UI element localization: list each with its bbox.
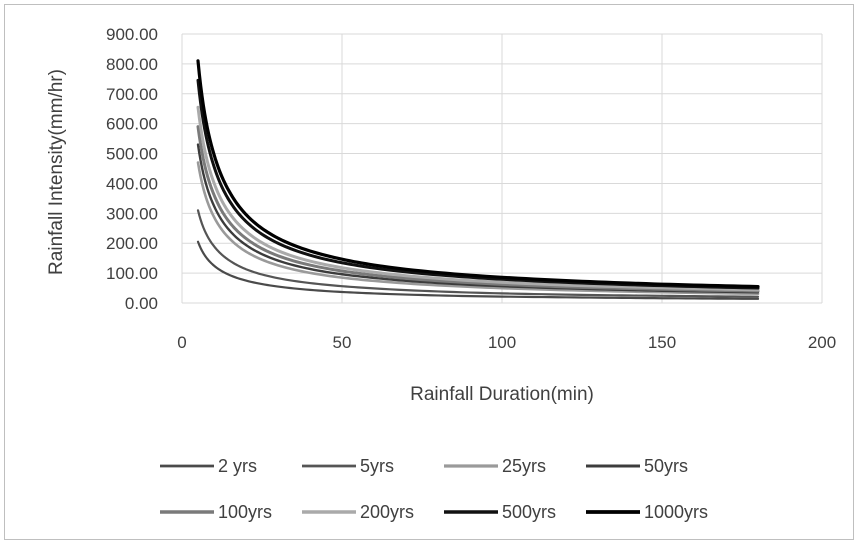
series-line-5yrs xyxy=(196,209,760,298)
x-tick-label: 0 xyxy=(177,333,186,352)
legend-label: 500yrs xyxy=(502,502,556,522)
series-line-200yrs xyxy=(196,105,760,292)
series-lines xyxy=(196,59,760,300)
legend-label: 25yrs xyxy=(502,456,546,476)
y-tick-label: 500.00 xyxy=(106,145,158,164)
x-tick-label: 50 xyxy=(333,333,352,352)
y-axis-title: Rainfall Intensity(mm/hr) xyxy=(46,69,67,275)
x-tick-label: 100 xyxy=(488,333,516,352)
y-tick-label: 900.00 xyxy=(106,25,158,44)
legend-label: 2 yrs xyxy=(218,456,257,476)
y-tick-label: 100.00 xyxy=(106,264,158,283)
x-axis-ticks: 0 50 100 150 200 xyxy=(177,333,836,352)
legend-label: 5yrs xyxy=(360,456,394,476)
x-axis-title: Rainfall Duration(min) xyxy=(410,384,594,405)
y-tick-label: 600.00 xyxy=(106,115,158,134)
series-line-100yrs xyxy=(196,125,760,293)
series-line-25yrs xyxy=(196,161,760,296)
series-line-500yrs xyxy=(196,78,760,290)
y-tick-label: 700.00 xyxy=(106,85,158,104)
y-tick-label: 300.00 xyxy=(106,204,158,223)
legend-label: 200yrs xyxy=(360,502,414,522)
legend: 2 yrs 5yrs 25yrs 50yrs 100yrs 200yrs 500yrs 100… xyxy=(160,456,708,522)
y-tick-label: 0.00 xyxy=(125,294,158,313)
legend-label: 50yrs xyxy=(644,456,688,476)
y-tick-label: 200.00 xyxy=(106,234,158,253)
series-line-50yrs xyxy=(196,143,760,294)
x-tick-label: 200 xyxy=(808,333,836,352)
legend-label: 1000yrs xyxy=(644,502,708,522)
gridlines xyxy=(181,33,823,304)
y-tick-label: 400.00 xyxy=(106,174,158,193)
series-line-2yrs xyxy=(196,240,760,300)
series-line-1000yrs xyxy=(196,59,760,289)
y-tick-label: 800.00 xyxy=(106,55,158,74)
x-tick-label: 150 xyxy=(648,333,676,352)
legend-label: 100yrs xyxy=(218,502,272,522)
y-axis-ticks: 0.00 100.00 200.00 300.00 400.00 500.00 600.00… xyxy=(106,25,158,313)
